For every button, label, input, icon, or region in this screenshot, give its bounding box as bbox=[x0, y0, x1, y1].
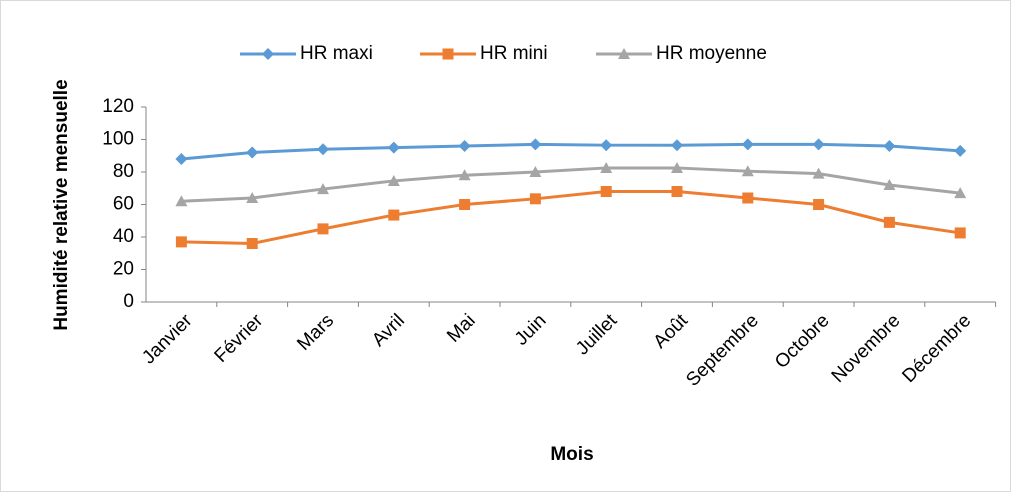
point bbox=[813, 199, 825, 210]
y-tick-label: 20 bbox=[113, 259, 134, 280]
point bbox=[317, 183, 329, 195]
point bbox=[954, 227, 966, 239]
point bbox=[175, 153, 188, 165]
y-tick-label: 60 bbox=[113, 194, 134, 215]
point bbox=[529, 166, 542, 177]
point bbox=[741, 138, 754, 151]
point bbox=[954, 144, 967, 157]
point bbox=[600, 161, 613, 173]
point bbox=[812, 167, 825, 179]
legend-label: HR maxi bbox=[300, 43, 373, 64]
point bbox=[741, 165, 754, 177]
legend-marker bbox=[618, 48, 630, 59]
series-line bbox=[181, 142, 961, 161]
point bbox=[246, 238, 258, 249]
point bbox=[954, 187, 967, 199]
y-tick-label: 0 bbox=[123, 291, 134, 312]
series-line bbox=[181, 190, 961, 246]
y-tick-label: 80 bbox=[113, 161, 134, 182]
point bbox=[883, 216, 895, 228]
point bbox=[387, 141, 400, 154]
legend-label: HR moyenne bbox=[656, 43, 767, 64]
point bbox=[812, 138, 825, 151]
point bbox=[458, 140, 471, 152]
point bbox=[529, 138, 542, 151]
point bbox=[459, 199, 471, 210]
point bbox=[883, 179, 896, 190]
point bbox=[742, 192, 754, 204]
legend-marker bbox=[262, 48, 274, 60]
point bbox=[317, 143, 329, 156]
point bbox=[671, 161, 683, 173]
point bbox=[246, 146, 259, 159]
x-axis-title: Mois bbox=[550, 444, 593, 465]
point bbox=[671, 186, 683, 197]
point bbox=[387, 174, 400, 186]
point bbox=[458, 169, 471, 181]
legend-marker bbox=[442, 48, 454, 60]
point bbox=[671, 139, 683, 152]
point bbox=[883, 140, 896, 152]
y-axis-title: Humidité relative mensuelle bbox=[51, 79, 72, 330]
point bbox=[600, 186, 612, 197]
y-tick-label: 100 bbox=[102, 129, 134, 150]
point bbox=[175, 195, 188, 207]
point bbox=[246, 192, 259, 203]
series-line bbox=[181, 166, 961, 203]
point bbox=[600, 139, 613, 152]
y-tick-label: 40 bbox=[113, 226, 134, 247]
point bbox=[388, 209, 400, 221]
legend-label: HR mini bbox=[480, 43, 548, 64]
point bbox=[317, 223, 329, 235]
y-tick-label: 120 bbox=[102, 96, 134, 117]
point bbox=[175, 236, 187, 248]
point bbox=[529, 193, 541, 205]
